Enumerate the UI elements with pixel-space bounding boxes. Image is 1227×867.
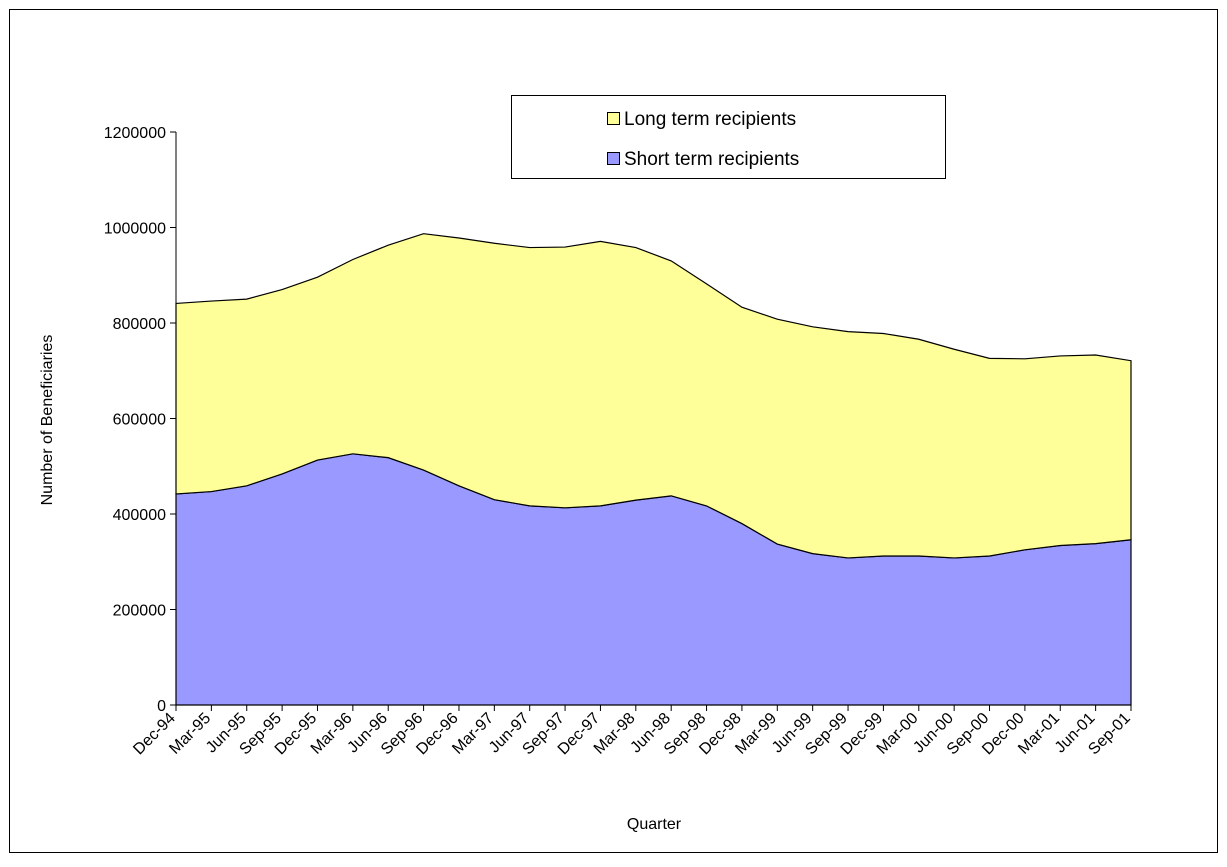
- y-tick-label: 0: [157, 698, 166, 715]
- y-tick-label: 200000: [113, 603, 166, 620]
- legend: Long term recipients Short term recipient…: [511, 95, 946, 179]
- legend-box: [511, 95, 946, 179]
- y-tick-label: 1200000: [104, 125, 166, 142]
- y-tick-label: 800000: [113, 316, 166, 333]
- legend-label: Long term recipients: [624, 109, 796, 130]
- area-long-term-recipients: [175, 233, 1132, 559]
- legend-swatch: [607, 152, 620, 165]
- y-tick-label: 600000: [113, 412, 166, 429]
- legend-swatch: [607, 112, 620, 125]
- y-tick-label: 400000: [113, 507, 166, 524]
- legend-label: Short term recipients: [624, 149, 799, 170]
- y-axis-ticks: 0 200000 400000 600000 800000 1000000 1200000: [104, 125, 176, 715]
- x-axis-label: Quarter: [627, 816, 682, 833]
- y-axis-label: Number of Beneficiaries: [39, 335, 56, 506]
- y-tick-label: 1000000: [104, 221, 166, 238]
